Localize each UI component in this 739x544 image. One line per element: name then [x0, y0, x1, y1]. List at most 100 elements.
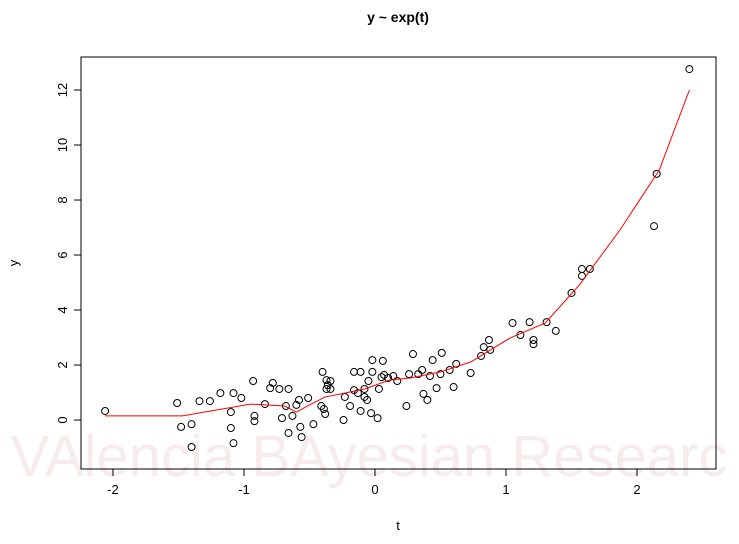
- point: [205, 397, 214, 406]
- point: [322, 384, 331, 393]
- point: [268, 378, 277, 387]
- point: [585, 265, 594, 274]
- y-tick-label: 4: [55, 306, 70, 313]
- chart-title: y ~ exp(t): [367, 9, 429, 25]
- point: [363, 395, 372, 404]
- point: [364, 376, 373, 385]
- point: [195, 397, 204, 406]
- point: [177, 422, 186, 431]
- point: [294, 395, 303, 404]
- point: [529, 340, 538, 349]
- y-tick-label: 8: [55, 196, 70, 203]
- point: [356, 367, 365, 376]
- point: [356, 406, 365, 415]
- point: [378, 356, 387, 365]
- point: [508, 318, 517, 327]
- x-tick-label: 0: [371, 482, 378, 497]
- x-tick-label: 1: [502, 482, 509, 497]
- point: [393, 376, 402, 385]
- point: [551, 326, 560, 335]
- point: [339, 416, 348, 425]
- point: [249, 376, 258, 385]
- point: [266, 384, 275, 393]
- y-tick-label: 6: [55, 251, 70, 258]
- point: [260, 400, 269, 409]
- point: [326, 384, 335, 393]
- point: [437, 348, 446, 357]
- point: [374, 384, 383, 393]
- point: [436, 370, 445, 379]
- point: [368, 356, 377, 365]
- smooth-line: [105, 89, 690, 417]
- point: [360, 384, 369, 393]
- point: [237, 394, 246, 403]
- point: [652, 169, 661, 178]
- point: [322, 376, 331, 385]
- point: [428, 356, 437, 365]
- point: [216, 389, 225, 398]
- point: [423, 395, 432, 404]
- point: [250, 417, 259, 426]
- x-tick-label: -1: [238, 482, 250, 497]
- point: [368, 367, 377, 376]
- point: [229, 389, 238, 398]
- y-axis-label: y: [6, 259, 21, 266]
- point: [346, 402, 355, 411]
- x-tick-label: -2: [107, 482, 119, 497]
- point: [292, 400, 301, 409]
- point: [426, 372, 435, 381]
- y-tick-label: 2: [55, 361, 70, 368]
- point: [187, 420, 196, 429]
- point: [187, 442, 196, 451]
- point: [297, 433, 306, 442]
- x-axis-label: t: [396, 518, 400, 533]
- point: [277, 414, 286, 423]
- point: [529, 336, 538, 345]
- point: [542, 318, 551, 327]
- x-tick-label: 2: [633, 482, 640, 497]
- point: [353, 389, 362, 398]
- point: [449, 383, 458, 392]
- point: [384, 373, 393, 382]
- point: [309, 420, 318, 429]
- point: [373, 414, 382, 423]
- point: [367, 409, 376, 418]
- point: [288, 411, 297, 420]
- point: [250, 411, 259, 420]
- point: [350, 367, 359, 376]
- point: [484, 336, 493, 345]
- point: [284, 428, 293, 437]
- plot-box: [80, 56, 717, 470]
- watermark: VAlencia BAyesian Researc: [11, 424, 728, 489]
- point: [226, 424, 235, 433]
- point: [340, 392, 349, 401]
- point: [477, 351, 486, 360]
- point: [479, 343, 488, 352]
- point: [577, 265, 586, 274]
- point: [405, 370, 414, 379]
- point: [229, 439, 238, 448]
- point: [486, 345, 495, 354]
- point: [685, 65, 694, 74]
- point: [304, 394, 313, 403]
- y-tick-label: 10: [55, 138, 70, 152]
- point: [101, 406, 110, 415]
- point: [318, 367, 327, 376]
- point: [284, 384, 293, 393]
- point: [466, 369, 475, 378]
- point: [567, 288, 576, 297]
- point: [173, 398, 182, 407]
- y-tick-label: 0: [55, 416, 70, 423]
- point: [452, 359, 461, 368]
- point: [275, 384, 284, 393]
- point: [432, 384, 441, 393]
- point: [319, 405, 328, 414]
- point: [650, 222, 659, 231]
- point: [326, 376, 335, 385]
- point: [226, 408, 235, 417]
- point: [525, 318, 534, 327]
- y-tick-label: 12: [55, 83, 70, 97]
- point: [402, 402, 411, 411]
- point: [418, 365, 427, 374]
